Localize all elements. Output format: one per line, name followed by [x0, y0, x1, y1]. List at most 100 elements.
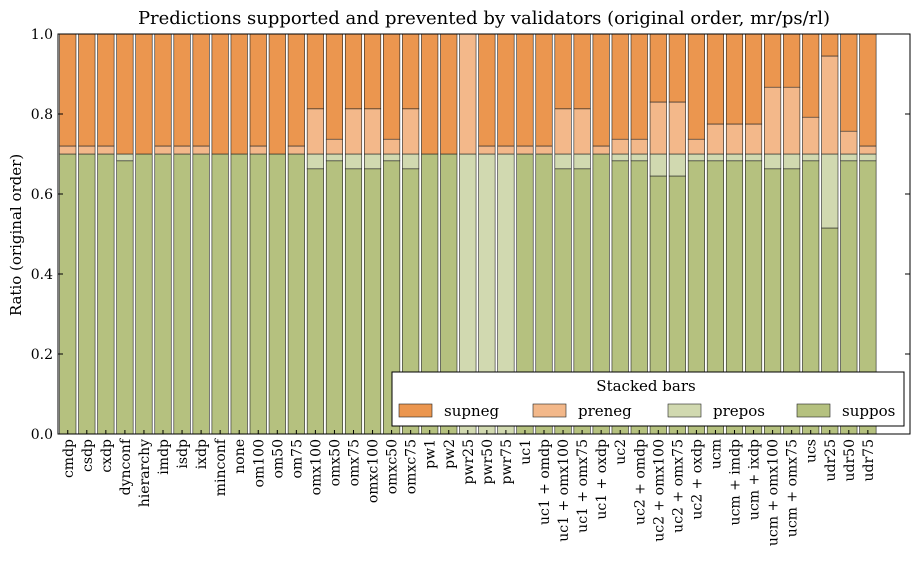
bar-segment-preneg — [344, 108, 363, 155]
x-tick-label: udr75 — [861, 439, 877, 482]
legend-swatch-preneg — [532, 403, 567, 418]
x-tick-label: csdp — [80, 439, 96, 472]
bars-group — [59, 33, 877, 435]
y-tick-label: 0.0 — [31, 427, 53, 443]
bar-segment-prepos — [859, 153, 877, 162]
bar-segment-suppos — [173, 153, 191, 435]
bar-segment-prepos — [116, 153, 134, 162]
bar-segment-preneg — [249, 145, 267, 155]
bar-segment-prepos — [840, 153, 858, 162]
x-tick-label: omx50 — [327, 439, 343, 486]
bar-segment-preneg — [325, 138, 344, 155]
bar-segment-preneg — [383, 138, 401, 155]
bar-segment-preneg — [783, 86, 801, 155]
bar-segment-supneg — [554, 33, 572, 110]
x-tick-label: omxc50 — [385, 439, 401, 494]
x-tick-label: omxc100 — [366, 439, 382, 503]
plot-frame — [57, 33, 911, 435]
x-tick-label: ucm + omx100 — [766, 439, 782, 546]
legend-swatch-prepos — [667, 403, 702, 418]
bar-segment-suppos — [325, 160, 344, 435]
x-tick-label: pwr25 — [461, 439, 477, 484]
bar-segment-preneg — [402, 108, 420, 155]
bar-segment-suppos — [78, 153, 96, 435]
x-tick-label: dynconf — [118, 437, 134, 495]
bar-segment-suppos — [135, 153, 153, 435]
bar-segment-preneg — [192, 145, 210, 155]
bar-segment-preneg — [859, 145, 877, 155]
bar-segment-prepos — [402, 153, 420, 170]
bar-segment-preneg — [287, 145, 305, 155]
bar-segment-prepos — [783, 153, 801, 170]
x-tick-label: ucm + imdp — [728, 439, 744, 525]
chart-title: Predictions supported and prevented by v… — [138, 8, 830, 29]
bar-segment-preneg — [535, 145, 553, 155]
bar-segment-preneg — [497, 145, 515, 155]
bar-segment-supneg — [516, 33, 534, 147]
bar-segment-supneg — [78, 33, 96, 147]
bar-segment-prepos — [611, 153, 629, 162]
x-tick-label: cxdp — [99, 439, 115, 473]
x-tick-label: ucs — [804, 439, 820, 463]
bar-segment-prepos — [363, 153, 382, 170]
legend-entries: supneg preneg prepos suppos — [398, 402, 895, 420]
bar-segment-preneg — [59, 145, 77, 155]
bar-segment-preneg — [668, 101, 686, 155]
bar-segment-supneg — [535, 33, 553, 147]
legend-title: Stacked bars — [596, 377, 695, 395]
legend-label-prepos: prepos — [713, 402, 765, 420]
bar-segment-prepos — [649, 153, 667, 177]
bar-segment-preneg — [649, 101, 667, 155]
bar-segment-prepos — [725, 153, 744, 162]
bar-segment-supneg — [725, 33, 744, 125]
x-tick-label: om75 — [289, 439, 305, 479]
bar-segment-supneg — [744, 33, 763, 125]
bar-segment-preneg — [821, 55, 839, 155]
bar-segment-suppos — [230, 153, 248, 435]
x-tick-label: om50 — [270, 439, 286, 479]
bar-segment-supneg — [402, 33, 420, 110]
bar-segment-supneg — [325, 33, 344, 140]
bar-segment-supneg — [859, 33, 877, 147]
bar-segment-preneg — [592, 145, 610, 155]
bar-segment-preneg — [611, 138, 629, 155]
bar-segment-supneg — [287, 33, 305, 147]
x-tick-label: none — [232, 439, 248, 474]
bar-segment-preneg — [363, 108, 382, 155]
x-tick-label: pwr50 — [480, 439, 496, 484]
bar-segment-prepos — [573, 153, 591, 170]
bar-segment-supneg — [611, 33, 629, 140]
bar-segment-prepos — [764, 153, 782, 170]
bar-segment-preneg — [573, 108, 591, 155]
x-tick-label: ucm — [708, 439, 724, 469]
x-tick-label: udr50 — [842, 439, 858, 482]
bar-segment-preneg — [78, 145, 96, 155]
bar-segment-preneg — [554, 108, 572, 155]
x-tick-label: uc1 + omx75 — [575, 439, 591, 533]
bar-segment-preneg — [687, 138, 705, 155]
bar-segment-suppos — [344, 168, 363, 435]
bar-segment-preneg — [154, 145, 172, 155]
bar-segment-prepos — [706, 153, 725, 162]
legend-swatch-suppos — [796, 403, 831, 418]
bar-segment-suppos — [154, 153, 172, 435]
bar-segment-prepos — [668, 153, 686, 177]
bar-segment-preneg — [725, 123, 744, 155]
x-tick-label: pw1 — [423, 439, 439, 469]
bar-segment-supneg — [59, 33, 77, 147]
x-tick-label: uc1 — [518, 439, 534, 465]
y-tick-label: 0.6 — [31, 187, 53, 203]
bar-segment-supneg — [383, 33, 401, 140]
bar-segment-supneg — [706, 33, 725, 125]
bar-segment-supneg — [230, 33, 248, 155]
bar-segment-supneg — [135, 33, 153, 155]
bar-segment-supneg — [630, 33, 648, 140]
x-tick-label: pwr75 — [499, 439, 515, 484]
y-tick-label: 0.8 — [31, 107, 53, 123]
bar-segment-preneg — [306, 108, 324, 155]
bar-segment-supneg — [764, 33, 782, 88]
bar-segment-suppos — [116, 160, 134, 435]
bar-segment-prepos — [744, 153, 763, 162]
bar-segment-supneg — [97, 33, 115, 147]
x-tick-label: uc2 + omx75 — [670, 439, 686, 533]
